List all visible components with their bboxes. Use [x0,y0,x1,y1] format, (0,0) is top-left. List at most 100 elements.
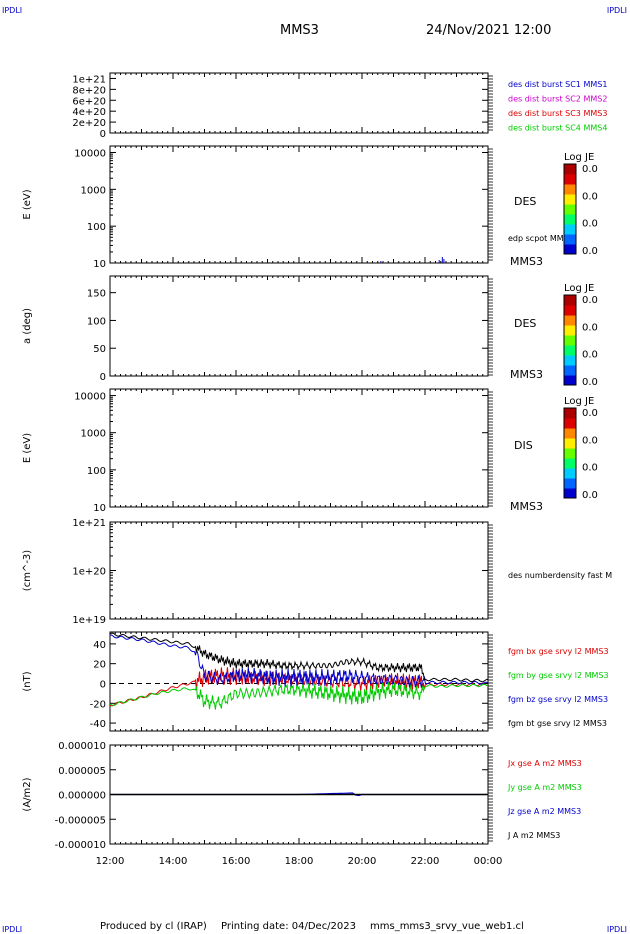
side-label: DIS [514,439,533,452]
colorbar-segment [564,234,576,245]
colorbar-tick-label: 0.0 [582,377,598,388]
time-tick-label: 16:00 [222,856,251,867]
colorbar-segment [564,204,576,215]
plot-frame [109,521,489,620]
y-tick-label: 0.000010 [58,741,106,752]
y-tick-label: 1e+19 [72,615,106,626]
y-tick-label: 100 [87,222,106,233]
legend-label: J A m2 MMS3 [507,831,560,840]
corner-label-bl: IPDLI [2,925,22,934]
y-tick-label: 10 [93,259,106,270]
side-label: DES [514,195,536,208]
y-tick-label: 0.000005 [58,766,106,777]
y-tick-label: 0.000000 [58,791,106,802]
y-tick-label: 100 [87,316,106,327]
legend-label: fgm bx gse srvy l2 MMS3 [508,647,609,656]
y-tick-label: 50 [93,344,106,355]
series-line [109,632,488,683]
colorbar-title: Log JE [564,152,594,163]
y-tick-label: 1e+21 [72,518,106,529]
legend-label: des dist burst SC1 MMS1 [508,80,607,89]
colorbar-segment [564,468,576,479]
colorbar-segment [564,305,576,316]
colorbar-segment [564,408,576,419]
colorbar-segment [564,224,576,235]
legend-label: des dist burst SC4 MMS4 [508,124,607,133]
time-tick-label: 20:00 [348,856,377,867]
plot-frame [109,388,489,508]
colorbar-tick-label: 0.0 [582,295,598,306]
colorbar-segment [564,418,576,429]
corner-label-br: IPDLI [607,925,627,934]
y-axis-label: (nT) [22,671,33,691]
legend-label: Jx gse A m2 MMS3 [507,759,582,768]
y-tick-label: 8e+20 [72,85,106,96]
legend-label: Jz gse A m2 MMS3 [507,807,581,816]
colorbar-segment [564,428,576,439]
legend-label: Jy gse A m2 MMS3 [507,783,582,792]
y-axis-label: a (deg) [22,308,33,344]
time-tick-label: 18:00 [285,856,314,867]
series-line [109,682,489,710]
y-axis-label: (cm^-3) [22,550,33,591]
colorbar-segment [564,174,576,185]
plot-frame [109,275,489,377]
colorbar-segment [564,184,576,195]
colorbar-tick-label: 0.0 [582,435,598,446]
y-tick-label: 100 [87,466,106,477]
side-label-secondary: edp scpot MMS3 [508,234,574,243]
y-tick-label: 10 [93,503,106,514]
y-axis-label: E (eV) [22,433,33,463]
colorbar-segment [564,355,576,366]
corner-label-tl: IPDLI [2,6,22,15]
colorbar-segment [564,365,576,376]
colorbar-segment [564,448,576,459]
legend-label: fgm bt gse srvy l2 MMS3 [508,719,607,728]
y-tick-label: 6e+20 [72,96,106,107]
spacecraft-label: MMS3 [510,500,543,513]
colorbar-tick-label: 0.0 [582,408,598,419]
colorbar-segment [564,244,576,255]
legend-label: des dist burst SC3 MMS3 [508,109,607,118]
y-tick-label: 10000 [74,148,106,159]
colorbar-frame [563,407,577,499]
footer-produced: Produced by cl (IRAP) [100,921,207,932]
colorbar-segment [564,325,576,336]
chart-panel-5: 1e+21 1e+20 1e+19 (cm^-3) des numberdensity … [22,518,612,626]
colorbar-segment [564,488,576,499]
y-tick-label: 0 [100,679,106,690]
colorbar-segment [564,345,576,356]
colorbar-frame [563,294,577,386]
legend-label: fgm bz gse srvy l2 MMS3 [508,695,608,704]
spacecraft-title: MMS3 [280,23,319,38]
colorbar-tick-label: 0.0 [582,164,598,175]
y-tick-label: -20 [90,699,106,710]
colorbar-tick-label: 0.0 [582,191,598,202]
y-tick-label: -0.000010 [55,840,106,851]
chart-panel-7: 0.000010 0.000005 0.000000 -0.000005 -0.0000… [22,741,582,851]
series-line [110,634,489,689]
footer-printing-date: Printing date: 04/Dec/2023 [221,921,356,932]
y-tick-label: -0.000005 [55,815,106,826]
y-tick-label: 0 [100,129,106,140]
colorbar-segment [564,194,576,205]
y-tick-label: 0 [100,372,106,383]
time-tick-label: 22:00 [411,856,440,867]
y-axis-label: E (eV) [22,189,33,219]
time-tick-label: 12:00 [96,856,125,867]
y-tick-label: 1e+20 [72,567,106,578]
chart-panel-6: 40 20 0 -20 -40 (nT) fgm bx gse srvy l2 MMS3 fg… [22,631,609,732]
y-tick-label: 4e+20 [72,107,106,118]
colorbar-tick-label: 0.0 [582,350,598,361]
colorbar-segment [564,335,576,346]
legend-label: fgm by gse srvy l2 MMS3 [508,671,609,680]
legend-label: des numberdensity fast M [508,571,612,580]
legend-label: des dist burst SC2 MMS2 [508,95,607,104]
footer-filename: mms_mms3_srvy_vue_web1.cl [370,921,524,932]
colorbar-frame [563,163,577,255]
plot-frame [109,145,489,264]
